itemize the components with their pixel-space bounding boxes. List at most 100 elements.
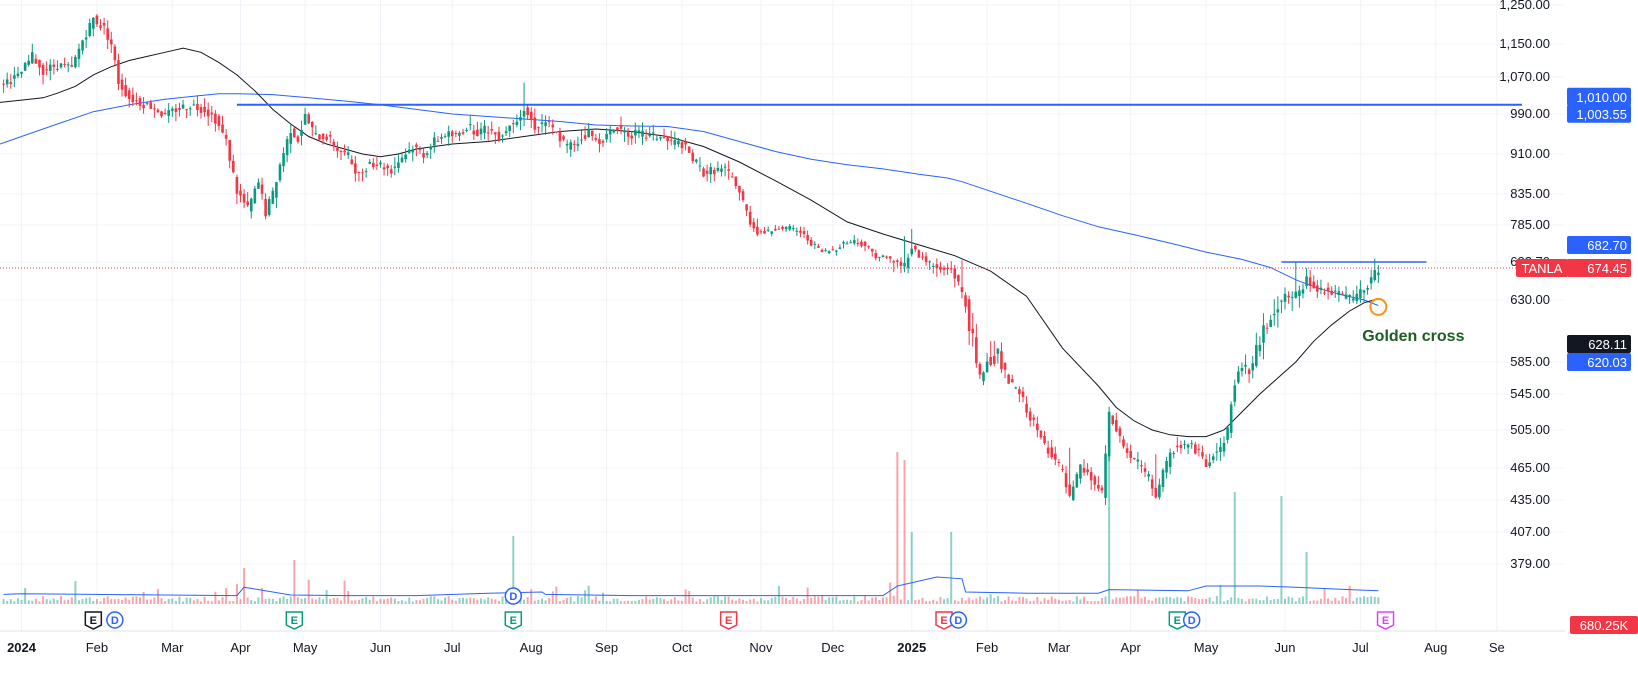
y-tick-label: 379.00 bbox=[1510, 556, 1550, 571]
volume-bar bbox=[300, 598, 303, 604]
candle bbox=[623, 127, 626, 142]
volume-bar bbox=[655, 597, 658, 604]
volume-bar bbox=[383, 599, 386, 604]
volume-bar bbox=[67, 599, 70, 604]
candle bbox=[479, 122, 483, 141]
candle bbox=[364, 168, 368, 178]
candle bbox=[713, 167, 716, 182]
candle bbox=[975, 323, 978, 368]
volume-bar bbox=[149, 599, 152, 604]
volume-bar bbox=[189, 597, 192, 604]
volume-bar bbox=[289, 596, 292, 604]
candle bbox=[285, 135, 289, 163]
volume-bar bbox=[275, 600, 278, 604]
svg-text:E: E bbox=[90, 615, 97, 627]
volume-bar bbox=[117, 599, 120, 604]
candle bbox=[759, 229, 763, 235]
candle bbox=[142, 97, 145, 114]
candle bbox=[659, 136, 662, 141]
candle bbox=[1233, 379, 1237, 407]
volume-bar bbox=[1359, 597, 1362, 604]
volume-bar bbox=[278, 597, 281, 604]
candle bbox=[221, 115, 224, 134]
candle bbox=[1237, 366, 1240, 385]
earnings-event-icon[interactable]: E bbox=[1168, 611, 1187, 630]
earnings-event-icon[interactable]: E bbox=[719, 611, 738, 630]
earnings-event-icon[interactable]: E bbox=[84, 611, 103, 630]
earnings-event-icon[interactable]: E bbox=[935, 611, 953, 630]
candle bbox=[598, 133, 601, 153]
candle bbox=[1100, 484, 1104, 494]
svg-text:E: E bbox=[291, 615, 298, 627]
volume-bar bbox=[871, 597, 874, 604]
volume-bar bbox=[925, 601, 928, 604]
volume-bar bbox=[286, 599, 289, 604]
candle bbox=[896, 258, 899, 268]
candle bbox=[224, 129, 228, 146]
volume-bar bbox=[135, 596, 138, 604]
dividend-event-icon[interactable]: D bbox=[504, 587, 523, 605]
candle bbox=[336, 141, 339, 158]
volume-bar bbox=[1341, 596, 1344, 604]
volume-bar bbox=[1273, 599, 1276, 604]
candle bbox=[1190, 440, 1193, 449]
volume-bar bbox=[235, 584, 238, 604]
volume-bar bbox=[192, 600, 195, 604]
candle bbox=[271, 187, 275, 204]
volume-bar bbox=[390, 597, 393, 604]
candle bbox=[612, 129, 616, 134]
candle bbox=[1111, 415, 1115, 426]
candle bbox=[70, 56, 74, 68]
y-tick-label: 1,070.00 bbox=[1499, 69, 1550, 84]
volume-bar bbox=[1014, 600, 1017, 604]
candle bbox=[992, 340, 996, 367]
dividend-event-icon[interactable]: D bbox=[106, 611, 124, 629]
candle bbox=[1229, 401, 1233, 439]
candle bbox=[601, 139, 605, 148]
candle bbox=[138, 95, 142, 111]
volume-bar bbox=[1348, 586, 1351, 604]
dividend-event-icon[interactable]: D bbox=[1182, 611, 1201, 629]
volume-bar bbox=[645, 596, 648, 604]
candle bbox=[1226, 426, 1229, 444]
volume-bar bbox=[1065, 600, 1068, 604]
volume-bar bbox=[146, 599, 149, 604]
dividend-event-icon[interactable]: D bbox=[949, 611, 968, 629]
x-tick-label: Jun bbox=[370, 640, 391, 655]
volume-bar bbox=[982, 599, 985, 604]
svg-text:D: D bbox=[111, 615, 119, 627]
earnings-event-icon[interactable]: E bbox=[285, 611, 304, 630]
candle bbox=[806, 230, 809, 245]
y-tick-label: 630.00 bbox=[1510, 292, 1550, 307]
volume-bar bbox=[609, 601, 612, 604]
volume-value-label: 680.25K bbox=[1580, 618, 1629, 633]
candle bbox=[1272, 299, 1276, 326]
y-tick-label: 835.00 bbox=[1510, 186, 1550, 201]
y-tick-label: 407.00 bbox=[1510, 524, 1550, 539]
candle bbox=[1251, 356, 1255, 379]
volume-bar bbox=[38, 601, 41, 604]
volume-bar bbox=[13, 601, 16, 604]
volume-bar bbox=[124, 597, 127, 604]
candle bbox=[1247, 367, 1251, 383]
volume-bar bbox=[512, 536, 515, 604]
candle bbox=[967, 295, 971, 345]
x-axis[interactable]: 2024 Feb Mar Apr May Jun Jul Aug Sep Oct Nov Dec 202… bbox=[7, 640, 1505, 655]
candle bbox=[565, 139, 569, 154]
candle bbox=[117, 53, 120, 91]
candle bbox=[677, 137, 680, 148]
volume-bar bbox=[357, 599, 360, 604]
earnings-event-icon[interactable]: E bbox=[1376, 611, 1395, 630]
volume-bar bbox=[1298, 597, 1301, 604]
volume-bar bbox=[727, 596, 730, 604]
y-axis[interactable]: 1,250.00 1,150.00 1,070.00 990.00 910.00 835.… bbox=[1499, 0, 1550, 571]
candle bbox=[1330, 286, 1333, 296]
candle bbox=[515, 114, 519, 128]
volume-bar bbox=[1244, 601, 1247, 604]
candle bbox=[1079, 464, 1082, 484]
x-tick-label: Se bbox=[1489, 640, 1505, 655]
volume-bar bbox=[742, 599, 745, 604]
candle bbox=[727, 160, 730, 180]
earnings-event-icon[interactable]: E bbox=[504, 611, 523, 630]
